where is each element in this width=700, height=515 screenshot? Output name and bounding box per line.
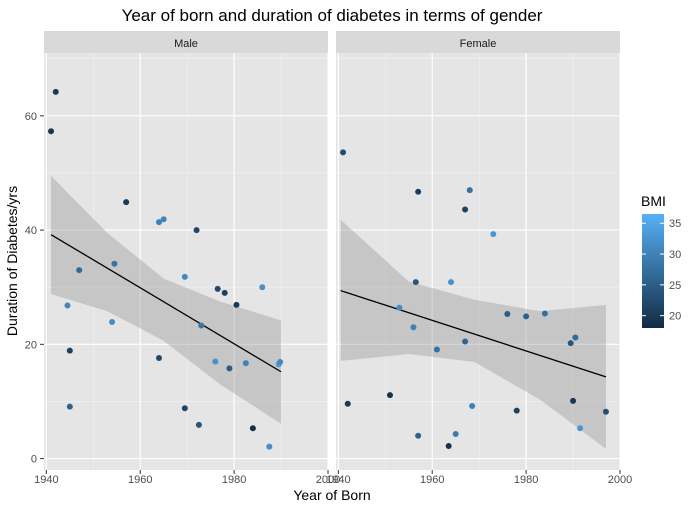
data-point: [193, 227, 200, 234]
data-point: [111, 260, 118, 267]
data-point: [123, 199, 130, 206]
data-point: [66, 347, 73, 354]
data-point: [198, 322, 205, 329]
confidence-band: [51, 175, 282, 424]
data-point: [445, 443, 452, 450]
x-tick-label: 1940: [34, 474, 58, 486]
data-point: [156, 355, 163, 362]
facet-strip: [44, 31, 328, 53]
data-point: [233, 301, 240, 308]
data-point: [48, 128, 55, 135]
data-point: [64, 302, 71, 309]
x-axis-title: Year of Born: [293, 487, 370, 503]
data-point: [181, 405, 188, 412]
data-point: [466, 187, 473, 194]
x-tick-label: 1960: [128, 474, 152, 486]
axes: 0 20 40 60: [25, 111, 44, 466]
data-point: [504, 311, 511, 318]
x-tick-label: 2000: [608, 474, 632, 486]
data-point: [242, 360, 249, 367]
data-point: [76, 267, 83, 274]
data-point: [602, 408, 609, 415]
data-point: [452, 431, 459, 438]
facet-strip-label: Male: [174, 38, 198, 50]
data-point: [249, 425, 256, 432]
x-tick-label: 1940: [326, 474, 350, 486]
legend-tick-label: 30: [669, 249, 681, 261]
data-point: [541, 310, 548, 317]
panel-background: [44, 53, 328, 470]
data-point: [570, 397, 577, 404]
data-point: [523, 313, 530, 320]
data-point: [462, 338, 469, 345]
data-point: [340, 149, 347, 156]
data-point: [490, 231, 497, 238]
regression-line: [340, 290, 607, 378]
data-point: [212, 358, 219, 365]
data-point: [415, 188, 422, 195]
data-point: [181, 273, 188, 280]
data-point: [66, 403, 73, 410]
y-tick-label: 40: [25, 225, 37, 237]
facet-panel-female: Female 1940 1960 1980 2000: [326, 31, 632, 486]
data-point: [277, 359, 284, 366]
data-point: [415, 432, 422, 439]
data-point: [513, 407, 520, 414]
data-point: [195, 421, 202, 428]
x-tick-label: 1980: [222, 474, 246, 486]
x-tick-label: 2000: [316, 474, 340, 486]
data-point: [462, 206, 469, 213]
data-point: [160, 216, 167, 223]
facet-strip: [336, 31, 620, 53]
data-point: [156, 219, 163, 226]
y-axis-title: Duration of Diabetes/yrs: [4, 186, 20, 336]
legend-title: BMI: [641, 193, 666, 209]
y-tick-label: 0: [31, 454, 37, 466]
data-point: [396, 304, 403, 311]
data-point: [226, 365, 233, 372]
legend-tick-label: 35: [669, 218, 681, 230]
legend-colorbar: [642, 214, 664, 328]
regression-line: [50, 234, 282, 373]
data-point: [572, 334, 579, 341]
legend-tick-label: 20: [669, 311, 681, 323]
data-point: [410, 324, 417, 331]
y-tick-label: 20: [25, 339, 37, 351]
data-point: [577, 425, 584, 432]
legend-tick-label: 25: [669, 280, 681, 292]
data-point: [448, 279, 455, 286]
chart-title: Year of born and duration of diabetes in…: [122, 6, 543, 25]
y-tick-label: 60: [25, 111, 37, 123]
data-point: [109, 319, 116, 326]
facet-strip-label: Female: [460, 38, 497, 50]
data-point: [412, 279, 419, 286]
facet-panels: Male 1940 1960 1980 2000 Female 1940 1960 1980 20…: [34, 31, 632, 486]
data-point: [344, 400, 351, 407]
data-point: [259, 284, 266, 291]
data-point: [214, 285, 221, 292]
data-point: [386, 392, 393, 399]
data-point: [567, 340, 574, 347]
x-tick-label: 1980: [514, 474, 538, 486]
data-point: [52, 88, 59, 95]
data-point: [469, 403, 476, 410]
data-point: [266, 443, 273, 450]
data-point: [433, 346, 440, 353]
facet-panel-male: Male 1940 1960 1980 2000: [34, 31, 340, 486]
bmi-legend: BMI 20 25 30 35: [641, 193, 681, 328]
x-tick-label: 1960: [420, 474, 444, 486]
data-point: [221, 289, 228, 296]
